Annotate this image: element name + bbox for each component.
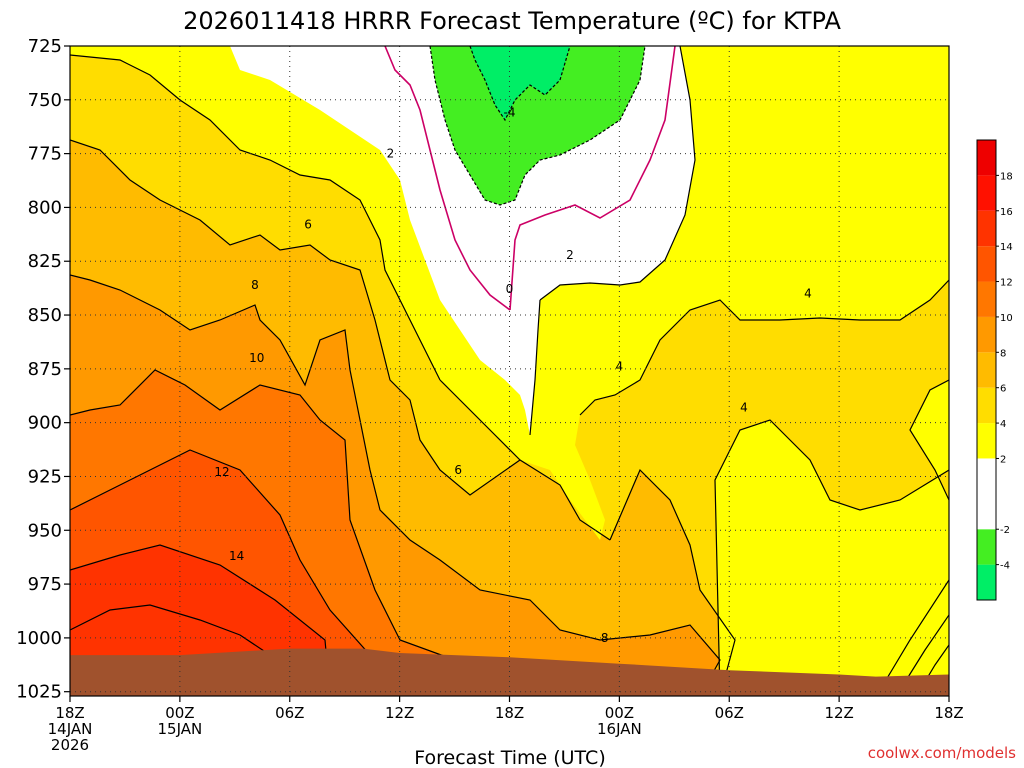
band-minus6-minus4	[470, 46, 570, 120]
colorbar-label: 18	[1000, 171, 1013, 182]
colorbar-swatch	[977, 423, 996, 459]
colorbar-label: 12	[1000, 278, 1013, 289]
colorbar-label: 16	[1000, 207, 1013, 218]
zero-isotherm-line	[384, 46, 511, 311]
y-tick-label: 950	[28, 520, 62, 541]
x-tick-label: 06Z	[715, 704, 744, 722]
y-tick-label: 800	[28, 197, 62, 218]
contour-label: 8	[251, 278, 259, 292]
y-tick-label: 1000	[16, 628, 62, 649]
contour-label: 8	[601, 631, 609, 645]
x-tick-label: 12Z	[824, 704, 853, 722]
contour-label: 2	[566, 248, 574, 262]
contour-label: 6	[304, 218, 312, 232]
y-tick-label: 750	[28, 90, 62, 111]
x-tick-label: 18Z	[495, 704, 524, 722]
y-tick-label: 975	[28, 574, 62, 595]
x-tick-label: 15JAN	[158, 720, 203, 738]
contour-label: 14	[229, 549, 244, 563]
filled-contours	[70, 46, 949, 696]
x-tick-label: 2026	[51, 736, 89, 754]
colorbar-swatch	[977, 210, 996, 247]
colorbar-swatch	[977, 564, 996, 600]
x-axis-label: Forecast Time (UTC)	[414, 747, 605, 768]
y-tick-label: 1025	[16, 682, 62, 703]
band-minus4-minus2	[430, 46, 645, 205]
chart-title: 2026011418 HRRR Forecast Temperature (ºC…	[183, 7, 841, 35]
contour-line	[429, 46, 646, 206]
colorbar-swatch	[977, 352, 996, 388]
contour-label: 0	[506, 282, 514, 296]
contour-line	[70, 139, 611, 541]
colorbar-label: 4	[1000, 419, 1006, 430]
colorbar-swatch	[977, 387, 996, 424]
x-tick-label: 00Z	[605, 704, 634, 722]
surface-terrain	[70, 648, 949, 696]
contour-line	[609, 468, 736, 696]
colorbar-frame	[976, 139, 997, 601]
zero-isotherm	[384, 46, 676, 311]
contour-labels: 2 -4 6 8 0 2 10 4 4 4 12 6 14 8	[214, 106, 811, 645]
contour-line	[529, 299, 541, 436]
contour-label: 4	[740, 401, 748, 415]
contour-line	[714, 419, 949, 696]
colorbar-swatch	[977, 246, 996, 282]
colorbar-swatch	[977, 281, 996, 317]
x-tick-label: 12Z	[385, 704, 414, 722]
zero-isotherm-line	[509, 46, 676, 311]
colorbar-label: 8	[1000, 348, 1006, 359]
y-tick-label: 775	[28, 144, 62, 165]
contour-label: 12	[214, 465, 229, 479]
colorbar-label: -2	[1000, 525, 1010, 536]
x-tick-label: 18Z	[934, 704, 963, 722]
contour-line	[70, 274, 721, 696]
y-tick-label: 850	[28, 305, 62, 326]
x-tick-label: 18Z	[55, 704, 84, 722]
colorbar-swatch	[977, 458, 996, 494]
contour-line	[879, 579, 949, 691]
colorbar-label: 14	[1000, 242, 1013, 253]
x-tick-label: 00Z	[165, 704, 194, 722]
x-tick-label: 06Z	[275, 704, 304, 722]
y-tick-label: 725	[28, 36, 62, 57]
colorbar-swatch	[977, 529, 996, 565]
contour-label: 10	[249, 351, 264, 365]
contour-label: -4	[504, 106, 516, 120]
y-tick-label: 875	[28, 359, 62, 380]
contour-label: 6	[454, 463, 462, 477]
colorbar-swatch	[977, 140, 996, 176]
contour-line	[70, 369, 471, 696]
colorbar-swatch	[977, 316, 996, 353]
contour-line	[439, 379, 521, 461]
y-tick-label: 900	[28, 413, 62, 434]
colorbar-label: -4	[1000, 561, 1010, 572]
y-tick-label: 925	[28, 466, 62, 487]
surface-polygon	[70, 648, 949, 696]
contour-line	[539, 46, 696, 301]
contour-line	[70, 54, 441, 381]
x-tick-label: 16JAN	[597, 720, 642, 738]
credit-text: coolwx.com/models	[868, 744, 1016, 762]
contour-label: 4	[804, 287, 812, 301]
colorbar-label: 6	[1000, 384, 1006, 395]
y-tick-label: 825	[28, 251, 62, 272]
contour-line	[70, 544, 331, 696]
colorbar-swatch	[977, 493, 996, 530]
contour-line	[70, 449, 381, 696]
contour-line	[909, 379, 949, 501]
contour-lines	[70, 46, 949, 696]
colorbar-label: 2	[1000, 454, 1006, 465]
contour-label: 2	[387, 147, 395, 161]
colorbar-label: 10	[1000, 313, 1013, 324]
contour-line	[579, 279, 949, 416]
y-axis: 725 750 775 800 825 850 875 900 925 950 975 1000 102…	[16, 36, 70, 703]
colorbar-legend: 18 16 14 12 10 8 6 4 2 -2 -4	[976, 139, 1013, 601]
contour-line	[469, 46, 571, 122]
colorbar-swatch	[977, 175, 996, 211]
contour-label: 4	[616, 360, 624, 374]
x-tick-label: 14JAN	[48, 720, 93, 738]
